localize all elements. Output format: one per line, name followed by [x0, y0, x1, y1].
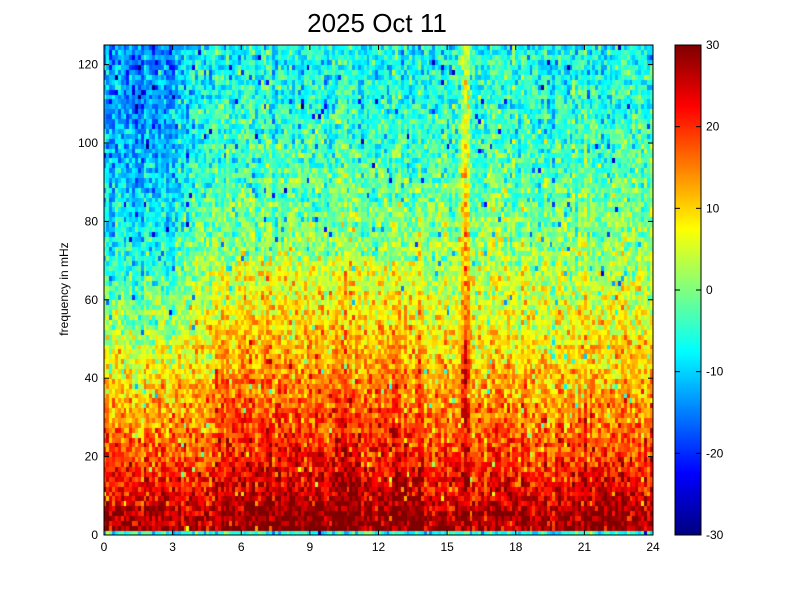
y-tick-label: 80: [85, 214, 99, 228]
y-tick-label: 120: [78, 58, 98, 72]
x-tick-label: 24: [646, 540, 660, 554]
y-tick-label: 100: [78, 136, 98, 150]
colorbar-tick-label: 30: [706, 38, 720, 52]
colorbar-axis: -30 -20 -10 0 10 20 30: [675, 38, 724, 542]
y-axis-label: frequency in mHz: [57, 242, 71, 335]
x-tick-label: 0: [101, 540, 108, 554]
colorbar-tick-label: 10: [706, 201, 720, 215]
spectrogram-heatmap: [104, 45, 653, 535]
colorbar-tick-label: -30: [706, 528, 724, 542]
y-tick-label: 0: [91, 528, 98, 542]
colorbar-tick-label: 20: [706, 120, 720, 134]
x-tick-label: 6: [238, 540, 245, 554]
y-tick-label: 40: [85, 371, 99, 385]
colorbar-tick-label: -10: [706, 365, 724, 379]
x-tick-label: 12: [372, 540, 386, 554]
x-tick-label: 21: [578, 540, 592, 554]
x-tick-label: 3: [169, 540, 176, 554]
x-tick-label: 18: [509, 540, 523, 554]
x-tick-label: 15: [440, 540, 454, 554]
x-axis: 0 3 6 9 12 15 18 21 24: [101, 45, 660, 554]
x-tick-label: 9: [307, 540, 314, 554]
colorbar-tick-label: 0: [706, 283, 713, 297]
y-axis: 0 20 40 60 80 100 120: [78, 58, 653, 542]
colorbar-tick-label: -20: [706, 446, 724, 460]
y-tick-label: 60: [85, 293, 99, 307]
heatmap-area: [104, 45, 653, 535]
y-tick-label: 20: [85, 450, 99, 464]
chart-title: 2025 Oct 11: [307, 8, 447, 38]
